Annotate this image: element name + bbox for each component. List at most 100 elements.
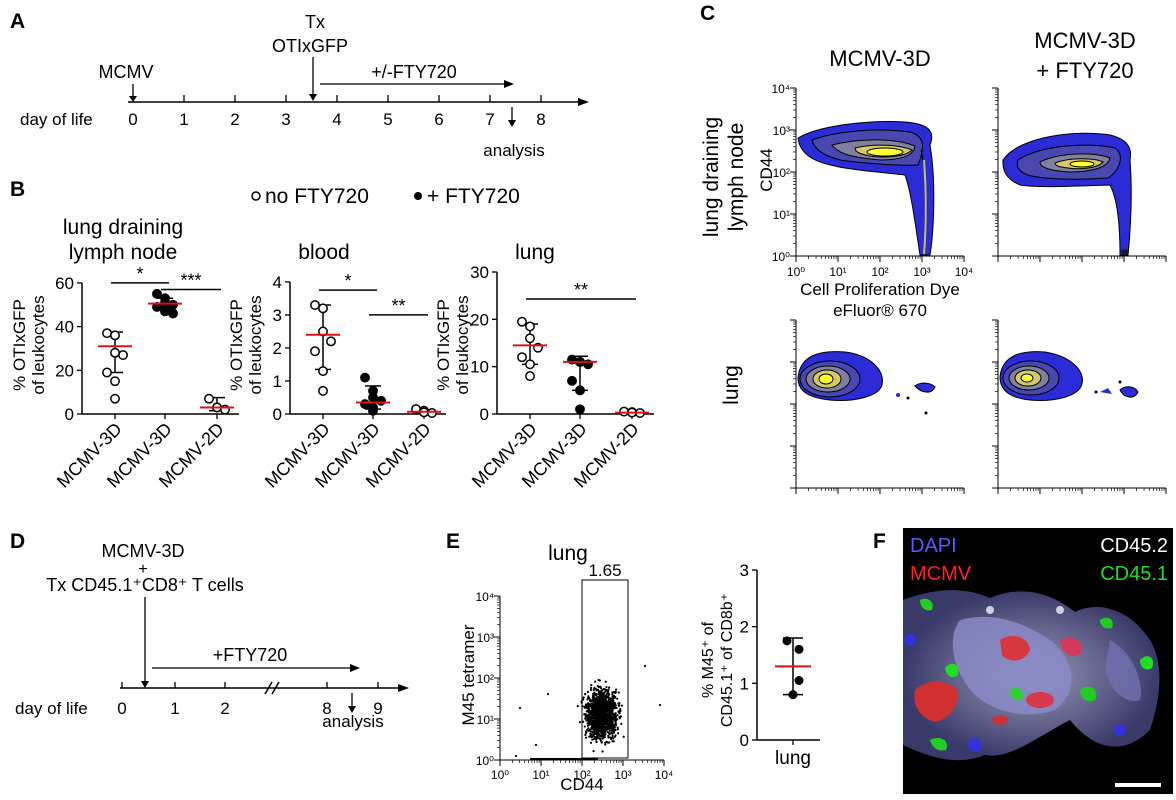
flow-event bbox=[599, 737, 602, 740]
flow-event bbox=[614, 688, 618, 691]
significance-label: *** bbox=[180, 270, 201, 290]
flow-event bbox=[602, 730, 605, 733]
f-label-cd451: CD45.1 bbox=[1100, 563, 1168, 585]
d-label-fty: +FTY720 bbox=[213, 645, 288, 665]
e-summary-point bbox=[788, 690, 798, 700]
flow-event bbox=[584, 714, 587, 718]
flow-event bbox=[590, 704, 593, 707]
data-point bbox=[567, 375, 577, 386]
c-row2-label: lung bbox=[720, 365, 743, 405]
flow-event-outlier bbox=[518, 706, 522, 710]
flow-event bbox=[603, 718, 606, 722]
flow-event bbox=[606, 690, 609, 694]
flow-event bbox=[583, 725, 586, 728]
flow-event bbox=[586, 724, 590, 727]
flow-event bbox=[587, 720, 590, 723]
flow-event bbox=[604, 729, 607, 732]
flow-event bbox=[594, 717, 597, 720]
y-tick-label: 4 bbox=[273, 273, 282, 292]
label-fty-a: +/-FTY720 bbox=[371, 62, 457, 82]
flow-event bbox=[598, 703, 601, 706]
timeline-tick-label-d: 1 bbox=[170, 699, 179, 718]
flow-event bbox=[587, 705, 590, 708]
flow-event bbox=[584, 705, 587, 708]
flow-event bbox=[589, 699, 592, 703]
flow-event bbox=[592, 688, 595, 692]
flow-event bbox=[611, 722, 614, 725]
flow-event bbox=[608, 717, 611, 720]
e-summary-point bbox=[794, 644, 804, 654]
data-point bbox=[517, 352, 527, 363]
data-point bbox=[110, 376, 120, 387]
flow-event bbox=[587, 713, 591, 717]
flow-event bbox=[614, 719, 617, 723]
flow-event bbox=[598, 701, 601, 704]
flow-event bbox=[591, 711, 594, 714]
data-point bbox=[310, 346, 320, 357]
e-title: lung bbox=[548, 542, 588, 565]
flow-event bbox=[606, 714, 609, 717]
data-point bbox=[152, 288, 162, 299]
e-x-tick-label: 10⁰ bbox=[491, 768, 509, 782]
flow-event bbox=[611, 693, 614, 696]
d-label-analysis: analysis bbox=[322, 712, 383, 731]
flow-event bbox=[602, 708, 605, 712]
flow-event bbox=[597, 699, 600, 702]
flow-event bbox=[582, 696, 585, 699]
legend-filled-label: + FTY720 bbox=[427, 185, 520, 208]
data-point bbox=[204, 393, 214, 404]
flow-event-outlier bbox=[514, 754, 518, 758]
data-point bbox=[318, 366, 328, 377]
flow-event bbox=[609, 725, 612, 728]
flow-event bbox=[596, 732, 599, 735]
timeline-arrowhead-a bbox=[578, 98, 589, 106]
flow-event bbox=[598, 717, 601, 720]
flow-event bbox=[584, 736, 588, 739]
flow-event bbox=[596, 696, 599, 699]
flow-event bbox=[602, 714, 606, 717]
flow-event bbox=[592, 733, 595, 737]
flow-event bbox=[599, 699, 602, 702]
flow-event bbox=[593, 687, 596, 690]
flow-event bbox=[593, 708, 596, 711]
flow-event bbox=[608, 703, 612, 706]
flow-event-outlier bbox=[534, 743, 538, 747]
flow-event bbox=[613, 735, 617, 738]
c-y-tick-label: 10² bbox=[773, 166, 790, 180]
flow-event bbox=[607, 741, 610, 744]
flow-event bbox=[615, 706, 618, 710]
flow-event bbox=[595, 717, 599, 721]
flow-event bbox=[599, 696, 602, 699]
flow-event bbox=[582, 698, 585, 701]
timeline-tick-label-a: 5 bbox=[383, 110, 392, 129]
data-point bbox=[368, 405, 378, 416]
data-point bbox=[575, 385, 585, 396]
timeline-tick-label-a: 7 bbox=[485, 110, 494, 129]
flow-event bbox=[589, 730, 592, 733]
d-axis-break-2 bbox=[271, 681, 280, 695]
e-summary-category-label: lung bbox=[775, 748, 811, 769]
data-point bbox=[575, 404, 585, 415]
flow-event bbox=[600, 709, 603, 712]
flow-event bbox=[614, 728, 617, 732]
timeline-ticks-a: 0 1 2 3 4 5 6 7 8 bbox=[128, 95, 546, 129]
flow-event bbox=[604, 680, 607, 683]
c-y-tick-label: 10⁴ bbox=[771, 82, 790, 96]
timeline-tick-label-d: 0 bbox=[117, 699, 126, 718]
data-point bbox=[118, 350, 128, 360]
flow-event bbox=[585, 706, 588, 709]
timeline-tick-label-a: 3 bbox=[281, 110, 290, 129]
flow-event bbox=[608, 686, 611, 689]
c-y-tick-label: 10¹ bbox=[773, 208, 790, 222]
flow-event bbox=[597, 685, 601, 689]
flow-event bbox=[607, 734, 610, 737]
y-tick-label: 10 bbox=[470, 358, 489, 377]
flow-event bbox=[592, 706, 595, 709]
data-point bbox=[110, 393, 120, 404]
flow-event bbox=[597, 725, 601, 728]
c-y-tick-label: 10⁰ bbox=[772, 250, 790, 264]
d-axis-label: day of life bbox=[15, 699, 88, 718]
flow-event bbox=[609, 712, 612, 715]
flow-event bbox=[605, 693, 609, 696]
